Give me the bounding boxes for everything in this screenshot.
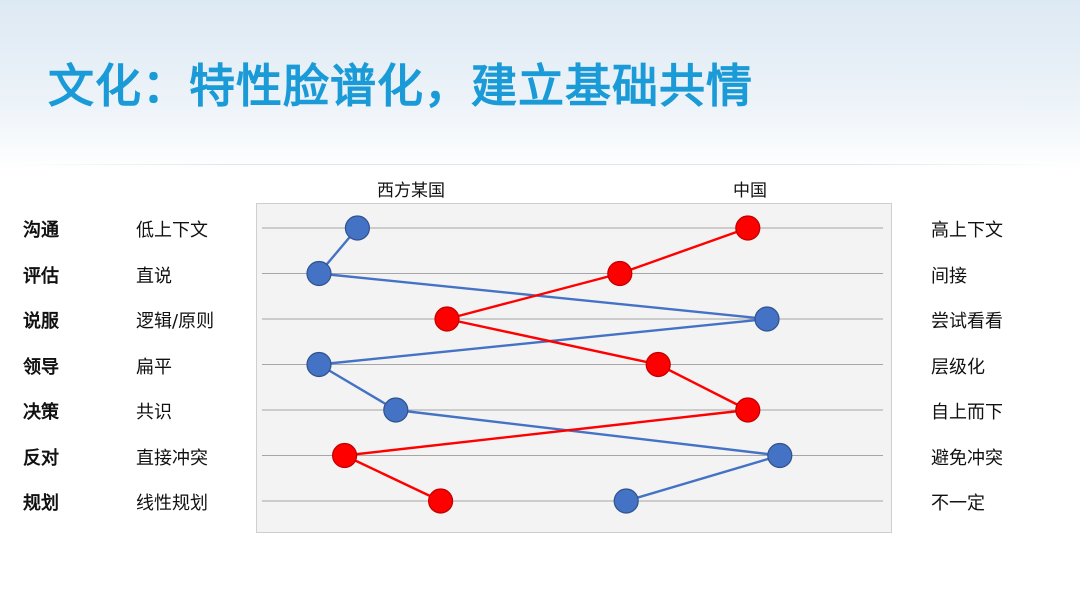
column-label-left: 西方某国 [377,181,445,201]
series-point-0 [383,397,409,423]
series-point-1 [645,351,671,378]
page-title: 文化：特性脸谱化，建立基础共情 [48,59,753,113]
divider [20,164,1060,165]
column-label-right: 中国 [733,181,767,201]
right-pole-label: 自上而下 [931,402,1003,423]
right-pole-label: 高上下文 [931,220,1003,241]
series-point-1 [735,397,761,423]
category-label: 反对 [23,447,59,469]
category-label: 评估 [23,265,59,287]
plot-area [256,203,892,533]
series-point-1 [428,488,454,514]
category-label: 沟通 [23,220,59,241]
series-point-1 [332,442,358,469]
left-pole-label: 低上下文 [136,220,208,241]
series-point-1 [735,215,761,241]
series-point-0 [306,351,332,378]
category-label: 说服 [23,311,59,332]
category-label: 决策 [23,402,59,423]
series-point-0 [767,442,793,469]
series-point-0 [344,215,370,241]
left-pole-label: 直接冲突 [136,447,208,469]
series-point-0 [613,488,639,514]
category-label: 规划 [23,493,59,514]
series-point-0 [754,306,780,332]
right-pole-label: 间接 [931,265,967,287]
left-pole-label: 线性规划 [136,493,208,514]
left-pole-label: 共识 [136,402,172,423]
category-label: 领导 [23,356,59,378]
series-point-1 [434,306,460,332]
left-pole-label: 扁平 [136,356,172,378]
left-pole-label: 逻辑/原则 [136,311,215,332]
right-pole-label: 不一定 [931,493,985,514]
right-pole-label: 避免冲突 [931,447,1003,469]
right-pole-label: 尝试看看 [931,311,1003,332]
right-pole-label: 层级化 [931,356,985,378]
series-point-1 [607,260,633,287]
left-pole-label: 直说 [136,265,172,287]
series-point-0 [306,260,332,287]
